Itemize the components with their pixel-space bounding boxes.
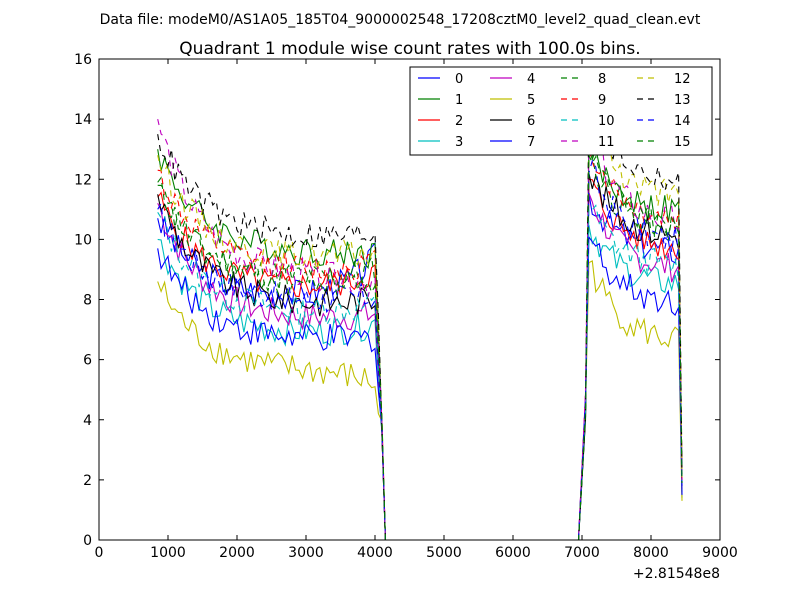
series-line-1 xyxy=(157,147,683,541)
legend-label-3: 3 xyxy=(455,135,463,150)
legend-label-0: 0 xyxy=(455,72,463,87)
y-tick-label: 4 xyxy=(83,413,92,429)
legend-frame xyxy=(409,66,713,156)
y-tick-label: 14 xyxy=(74,112,92,128)
series-line-11 xyxy=(157,118,683,541)
x-tick-label: 4000 xyxy=(357,545,393,561)
legend-label-1: 1 xyxy=(455,93,463,108)
legend-label-11: 11 xyxy=(598,135,615,150)
series-line-7 xyxy=(157,235,683,541)
y-tick-label: 6 xyxy=(83,353,92,369)
series-line-3 xyxy=(157,225,683,541)
series-line-5 xyxy=(157,260,683,541)
plot-lines xyxy=(157,107,683,541)
x-axis: 0 1000 2000 3000 4000 5000 6000 7000 8000 9000 xyxy=(95,59,738,561)
x-tick-label: 7000 xyxy=(564,545,600,561)
series-line-8 xyxy=(157,152,683,541)
x-tick-label: 8000 xyxy=(633,545,669,561)
series-line-6 xyxy=(157,172,683,541)
chart-title: Quadrant 1 module wise count rates with … xyxy=(179,39,640,59)
x-tick-label: 1000 xyxy=(150,545,186,561)
x-tick-label: 0 xyxy=(95,545,104,561)
x-tick-label: 6000 xyxy=(495,545,531,561)
legend-label-4: 4 xyxy=(527,72,535,87)
series-line-2 xyxy=(157,178,683,541)
series-line-12 xyxy=(157,120,683,541)
y-tick-label: 0 xyxy=(83,533,92,549)
x-tick-label: 3000 xyxy=(288,545,324,561)
legend-label-13: 13 xyxy=(674,93,691,108)
legend-label-8: 8 xyxy=(598,72,606,87)
legend-label-6: 6 xyxy=(527,114,535,129)
x-tick-label: 9000 xyxy=(702,545,738,561)
series-line-15 xyxy=(157,155,683,541)
legend-label-12: 12 xyxy=(674,72,691,87)
y-tick-label: 2 xyxy=(83,473,92,489)
legend-label-15: 15 xyxy=(674,135,691,150)
legend-label-5: 5 xyxy=(527,93,535,108)
legend-label-7: 7 xyxy=(527,135,535,150)
x-offset-label: +2.81548e8 xyxy=(633,566,720,582)
legend-label-9: 9 xyxy=(598,93,606,108)
x-tick-label: 5000 xyxy=(426,545,462,561)
series-line-4 xyxy=(157,192,683,541)
y-tick-label: 16 xyxy=(74,52,92,68)
series-line-13 xyxy=(157,107,683,541)
legend-label-14: 14 xyxy=(674,114,691,129)
legend-label-10: 10 xyxy=(598,114,615,129)
y-tick-label: 12 xyxy=(74,172,92,188)
x-tick-label: 2000 xyxy=(219,545,255,561)
y-tick-label: 10 xyxy=(74,232,92,248)
chart-suptitle: Data file: modeM0/AS1A05_185T04_90000025… xyxy=(100,12,701,28)
y-tick-label: 8 xyxy=(83,293,92,309)
series-line-10 xyxy=(157,204,683,541)
legend-label-2: 2 xyxy=(455,114,463,129)
